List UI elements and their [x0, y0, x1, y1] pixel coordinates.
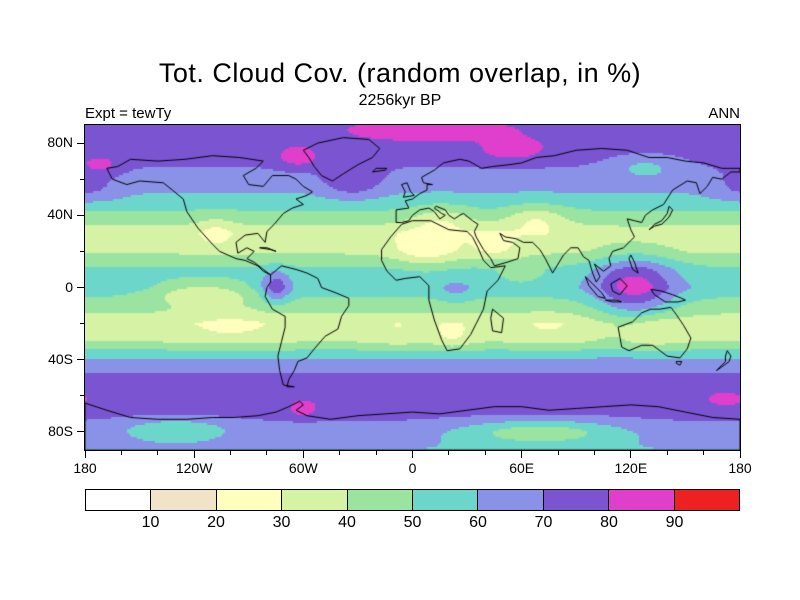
lon-tick-label: 180 — [73, 460, 97, 476]
lat-major-tick — [77, 431, 85, 433]
season-label: ANN — [708, 105, 740, 122]
lat-tick-label: 40S — [48, 350, 73, 367]
lat-tick-label: 80N — [47, 134, 73, 151]
lat-tick-label: 80S — [48, 422, 73, 439]
lon-minor-tick — [339, 450, 341, 455]
colorbar-level-label: 10 — [141, 514, 160, 531]
lat-major-tick — [77, 287, 85, 288]
lat-minor-tick — [80, 323, 85, 325]
plot-title: Tot. Cloud Cov. (random overlap, in %) — [158, 58, 642, 88]
lon-tick-label: 0 — [408, 460, 417, 476]
cloud-cover-map-canvas — [85, 125, 740, 450]
lon-major-tick — [630, 450, 632, 458]
lon-minor-tick — [266, 450, 268, 455]
colorbar — [85, 489, 740, 511]
lat-major-tick — [77, 214, 85, 216]
colorbar-level-label: 80 — [600, 514, 618, 531]
lon-minor-tick — [666, 450, 668, 455]
lat-minor-tick — [80, 178, 85, 180]
lat-major-tick — [77, 142, 85, 144]
lon-minor-tick — [375, 450, 377, 455]
lon-minor-tick — [230, 450, 232, 455]
colorbar-level-label: 20 — [207, 514, 225, 531]
lon-minor-tick — [484, 450, 486, 455]
colorbar-level-label: 40 — [338, 514, 356, 531]
colorbar-segment — [215, 490, 282, 510]
lat-minor-tick — [80, 250, 85, 252]
colorbar-segment — [477, 490, 543, 510]
colorbar-segment — [86, 490, 151, 510]
colorbar-level-label: 90 — [665, 514, 684, 531]
lon-major-tick — [302, 450, 304, 458]
lon-major-tick — [739, 450, 741, 458]
lon-tick-label: 120E — [614, 460, 648, 476]
lon-minor-tick — [157, 450, 159, 455]
lon-minor-tick — [557, 450, 559, 455]
colorbar-segment — [673, 490, 740, 510]
lon-major-tick — [193, 450, 195, 458]
lat-tick-label: 40N — [47, 206, 73, 223]
lon-minor-tick — [120, 450, 122, 455]
map-area — [84, 124, 741, 451]
colorbar-segment — [542, 490, 609, 510]
lon-major-tick — [521, 450, 523, 458]
experiment-label: Expt = tewTy — [85, 105, 172, 122]
colorbar-level-label: 30 — [272, 514, 291, 531]
lat-tick-label: 0 — [65, 278, 73, 295]
lon-major-tick — [412, 450, 413, 458]
colorbar-level-label: 50 — [403, 514, 422, 531]
colorbar-segment — [281, 490, 347, 510]
colorbar-segment — [412, 490, 478, 510]
colorbar-segment — [608, 490, 674, 510]
lat-minor-tick — [80, 395, 85, 397]
lat-major-tick — [77, 359, 85, 361]
colorbar-level-label: 70 — [534, 514, 553, 531]
lon-tick-label: 180 — [728, 460, 752, 476]
lon-major-tick — [84, 450, 86, 458]
lon-tick-label: 60E — [509, 460, 535, 476]
lon-tick-label: 60W — [288, 460, 318, 476]
colorbar-segment — [346, 490, 413, 510]
colorbar-level-label: 60 — [469, 514, 487, 531]
plot-subtitle: 2256kyr BP — [358, 92, 442, 109]
lon-minor-tick — [703, 450, 705, 455]
lon-tick-label: 120W — [175, 460, 213, 476]
lon-minor-tick — [448, 450, 450, 455]
lon-minor-tick — [593, 450, 595, 455]
colorbar-segment — [150, 490, 216, 510]
